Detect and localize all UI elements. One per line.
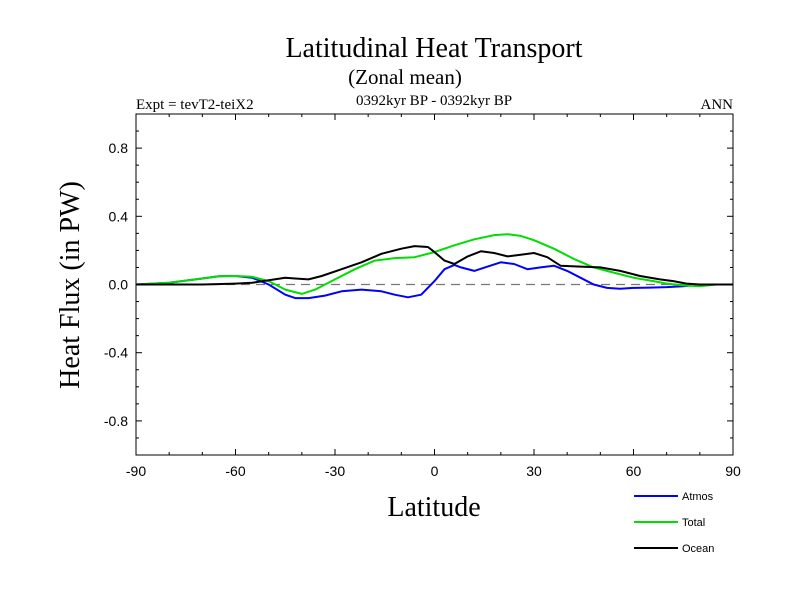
x-tick-label: -30 xyxy=(325,463,345,479)
x-tick-label: 30 xyxy=(526,463,542,479)
chart-title: Latitudinal Heat Transport xyxy=(285,33,582,64)
experiment-label: Expt = tevT2-teiX2 xyxy=(136,97,254,113)
series-lines xyxy=(135,233,733,300)
y-axis-label: Heat Flux (in PW) xyxy=(55,181,86,389)
time-range-label: 0392kyr BP - 0392kyr BP xyxy=(356,93,512,109)
x-axis-label: Latitude xyxy=(387,492,480,523)
y-tick-label: 0.4 xyxy=(109,208,129,224)
legend-label-ocean: Ocean xyxy=(682,543,714,555)
x-tick-label: 0 xyxy=(431,463,439,479)
series-line-ocean xyxy=(136,245,733,286)
chart-subtitle: (Zonal mean) xyxy=(348,65,462,89)
y-tick-label: -0.4 xyxy=(104,345,128,361)
y-tick-label: 0.0 xyxy=(109,277,129,293)
legend-label-total: Total xyxy=(682,517,705,529)
y-tick-label: 0.8 xyxy=(109,140,129,156)
x-tick-label: -60 xyxy=(225,463,245,479)
plot-frame xyxy=(135,113,734,456)
x-tick-label: 60 xyxy=(626,463,642,479)
series-line-atmos xyxy=(135,261,733,300)
legend-label-atmos: Atmos xyxy=(682,491,714,503)
x-tick-label: -90 xyxy=(126,463,146,479)
season-label: ANN xyxy=(701,97,734,113)
legend: Atmos Total Ocean xyxy=(634,491,714,555)
series-line-total xyxy=(135,233,733,295)
tick-labels: -90 -60 -30 0 30 60 90 -0.8 -0.4 0.0 0.4 0.8 xyxy=(104,140,741,479)
x-tick-label: 90 xyxy=(725,463,741,479)
y-tick-label: -0.8 xyxy=(104,413,128,429)
